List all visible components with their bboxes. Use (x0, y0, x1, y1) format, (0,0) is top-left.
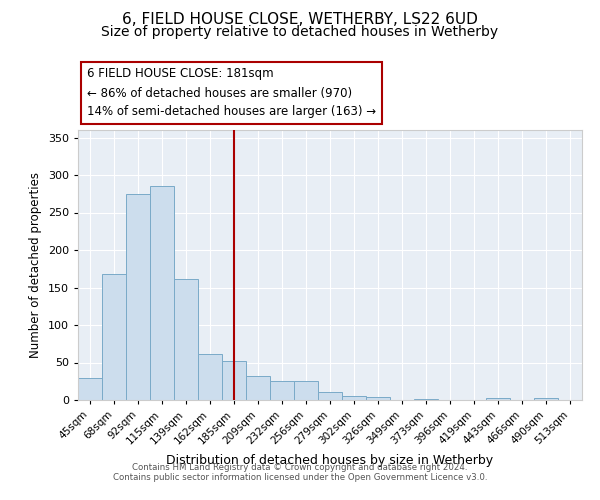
Bar (534, 398, 558, 400)
Text: 6 FIELD HOUSE CLOSE: 181sqm
← 86% of detached houses are smaller (970)
14% of se: 6 FIELD HOUSE CLOSE: 181sqm ← 86% of det… (87, 68, 376, 118)
Text: Contains public sector information licensed under the Open Government Licence v3: Contains public sector information licen… (113, 472, 487, 482)
Bar (198, 354, 222, 400)
Bar (486, 398, 510, 400)
Bar (174, 278, 198, 400)
Bar (294, 381, 318, 400)
Text: Size of property relative to detached houses in Wetherby: Size of property relative to detached ho… (101, 25, 499, 39)
Bar (78, 378, 102, 400)
Y-axis label: Number of detached properties: Number of detached properties (29, 172, 42, 358)
X-axis label: Distribution of detached houses by size in Wetherby: Distribution of detached houses by size … (166, 454, 494, 467)
Bar (102, 274, 126, 400)
Bar (126, 194, 150, 400)
Bar (366, 397, 390, 400)
Bar (246, 376, 270, 400)
Text: Contains HM Land Registry data © Crown copyright and database right 2024.: Contains HM Land Registry data © Crown c… (132, 462, 468, 471)
Bar (414, 398, 438, 400)
Bar (150, 186, 174, 400)
Bar (270, 381, 294, 400)
Text: 6, FIELD HOUSE CLOSE, WETHERBY, LS22 6UD: 6, FIELD HOUSE CLOSE, WETHERBY, LS22 6UD (122, 12, 478, 28)
Bar (222, 361, 246, 400)
Bar (342, 396, 366, 400)
Bar (318, 392, 342, 400)
